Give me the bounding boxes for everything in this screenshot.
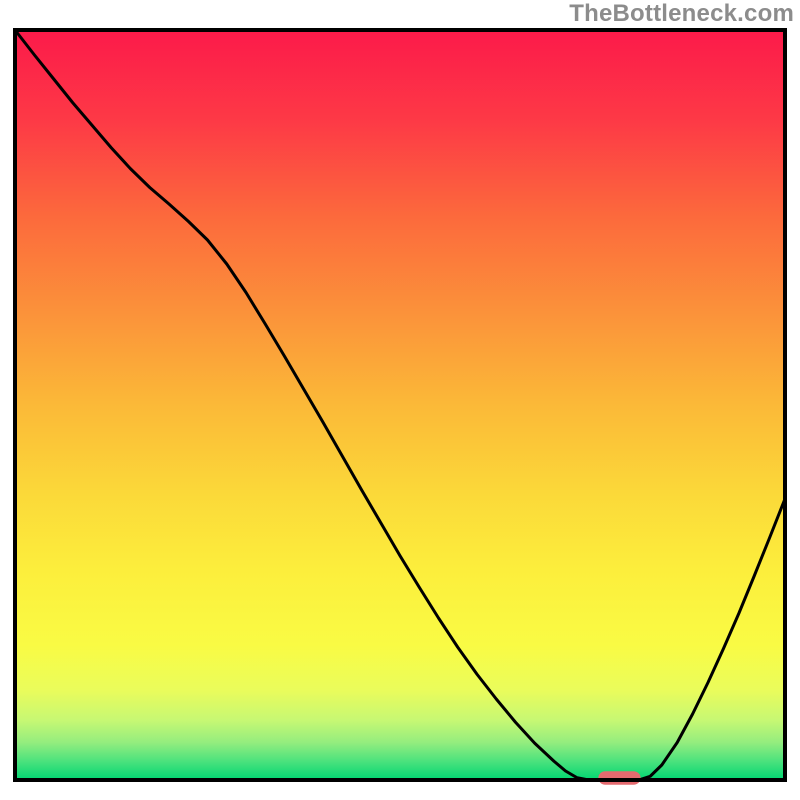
gradient-background [15, 30, 785, 780]
chart-svg [0, 0, 800, 800]
bottleneck-chart: TheBottleneck.com [0, 0, 800, 800]
watermark-text: TheBottleneck.com [569, 0, 794, 28]
